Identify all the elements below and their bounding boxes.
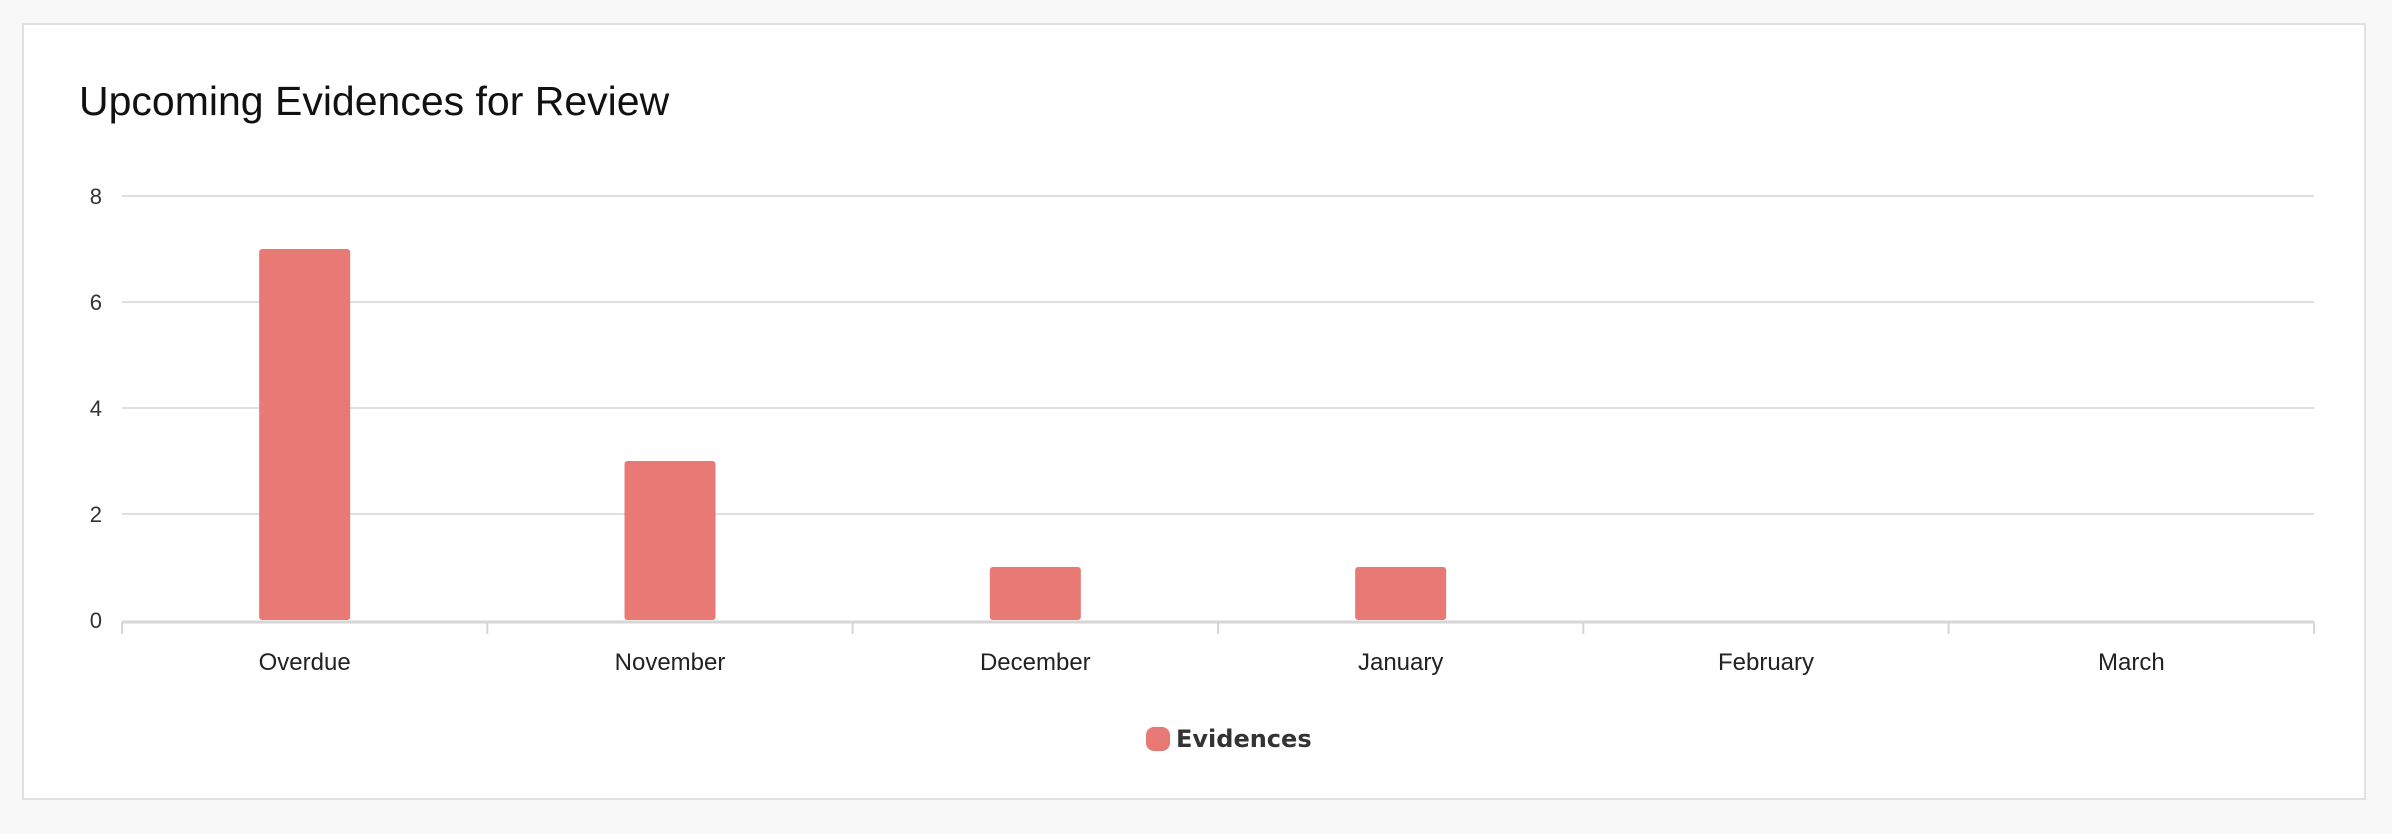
y-tick-label-8: 8 — [90, 184, 102, 209]
y-tick-label-4: 4 — [90, 396, 102, 421]
x-label-november: November — [615, 649, 726, 676]
x-label-overdue: Overdue — [259, 649, 351, 676]
bar-overdue — [259, 249, 351, 620]
chart-card: Upcoming Evidences for Review Evidences — [22, 23, 2366, 800]
x-label-march: March — [2098, 649, 2165, 676]
y-tick-label-0: 0 — [90, 608, 102, 633]
legend-swatch-evidences — [1146, 727, 1170, 751]
bar-december — [989, 567, 1081, 620]
x-label-december: December — [980, 649, 1091, 676]
y-tick-label-6: 6 — [90, 290, 102, 315]
y-tick-label-2: 2 — [90, 502, 102, 527]
chart-legend[interactable]: Evidences — [1146, 725, 1312, 753]
legend-label-evidences: Evidences — [1176, 725, 1312, 753]
x-label-january: January — [1358, 649, 1443, 676]
x-label-february: February — [1718, 649, 1814, 676]
chart-title: Upcoming Evidences for Review — [79, 78, 670, 124]
bar-november — [624, 461, 716, 620]
bar-january — [1355, 567, 1447, 620]
